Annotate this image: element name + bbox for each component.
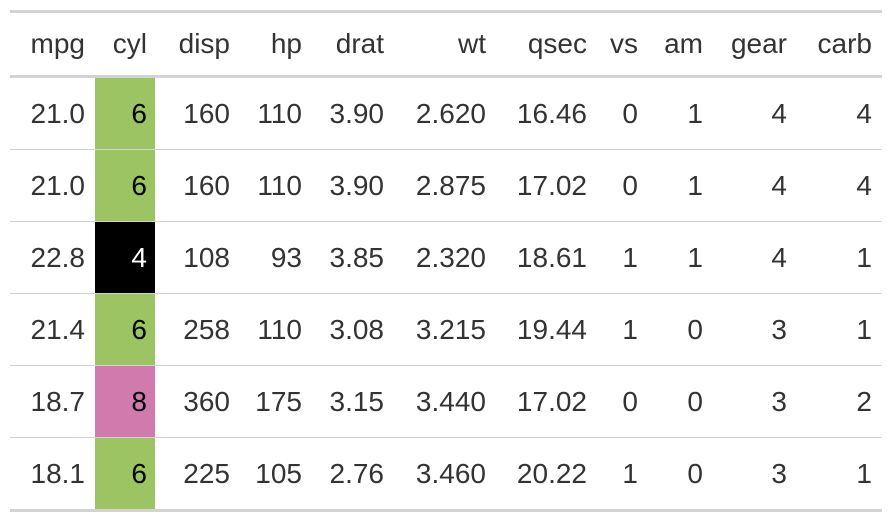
table-cell: 4 — [95, 221, 155, 294]
table-cell: 1 — [597, 221, 648, 294]
table-body: 21.0 6 160 110 3.90 2.620 16.46 0 1 4 4 21.0 6 160 110… — [10, 76, 882, 511]
table-cell: 258 — [155, 293, 240, 366]
table-cell: 2.875 — [394, 149, 496, 222]
table-cell: 6 — [95, 437, 155, 511]
table-cell: 3.15 — [312, 365, 394, 438]
table-cell: 2.620 — [415, 97, 486, 129]
table-cell: 2 — [797, 365, 882, 438]
table-cell: 4 — [771, 97, 787, 129]
table-cell: 175 — [240, 365, 312, 438]
table-row: 22.8 4 108 93 3.85 2.320 18.61 1 1 4 1 — [10, 221, 882, 294]
table-cell: 3 — [713, 437, 797, 511]
table-cell: 0 — [648, 437, 713, 511]
column-header: hp — [240, 11, 312, 78]
table-cell: 93 — [240, 221, 312, 294]
table-row: 18.1 6 225 105 2.76 3.460 20.22 1 0 3 1 — [10, 437, 882, 511]
column-header: wt — [394, 11, 496, 78]
table-cell: 0 — [597, 365, 648, 438]
column-header: gear — [713, 11, 797, 78]
table-cell: 18.7 — [10, 365, 95, 438]
table-cell: 22.8 — [10, 221, 95, 294]
table-cell: 110 — [257, 97, 302, 129]
table-cell: 2.320 — [394, 221, 496, 294]
table-cell: 0 — [648, 293, 713, 366]
table-cell: 108 — [155, 221, 240, 294]
table-cell: 0 — [597, 149, 648, 222]
table-cell: 1 — [797, 221, 882, 294]
table-cell: 18.61 — [496, 221, 597, 294]
table-cell: 3 — [713, 365, 797, 438]
table-cell: 3.08 — [312, 293, 394, 366]
table-row: 18.7 8 360 175 3.15 3.440 17.02 0 0 3 2 — [10, 365, 882, 438]
data-table: mpg cyl disp hp drat wt qsec vs am gear carb 21.0 6… — [10, 10, 882, 512]
table-cell: 160 — [155, 149, 240, 222]
table-cell: 2.76 — [312, 437, 394, 511]
table-cell: 8 — [95, 365, 155, 438]
table-cell: 16.46 — [516, 97, 587, 129]
table-row: 21.0 6 160 110 3.90 2.620 16.46 0 1 4 4 — [10, 76, 882, 150]
column-header: disp — [155, 11, 240, 78]
table-cell: 4 — [797, 149, 882, 222]
table-cell: 1 — [648, 221, 713, 294]
table-cell: 19.44 — [496, 293, 597, 366]
table-cell: 3.440 — [394, 365, 496, 438]
table-cell: 17.02 — [496, 365, 597, 438]
table-cell: 4 — [713, 149, 797, 222]
table-cell: 3.460 — [394, 437, 496, 511]
table-cell: 21.0 — [10, 149, 95, 222]
header-row: mpg cyl disp hp drat wt qsec vs am gear carb — [10, 11, 882, 78]
table-cell: 0 — [648, 365, 713, 438]
table-cell: 1 — [797, 293, 882, 366]
table-cell: 21.4 — [10, 293, 95, 366]
column-header: qsec — [496, 11, 597, 78]
table-cell: 3.90 — [329, 97, 385, 129]
table-cell: 1 — [687, 97, 703, 129]
table-cell: 21.0 — [30, 97, 86, 129]
column-header: vs — [597, 11, 648, 78]
table-cell: 6 — [95, 76, 155, 150]
table-cell: 6 — [95, 293, 155, 366]
table-cell: 4 — [713, 221, 797, 294]
table-cell: 18.1 — [10, 437, 95, 511]
table-cell: 0 — [622, 97, 638, 129]
table-cell: 360 — [155, 365, 240, 438]
table-cell: 105 — [240, 437, 312, 511]
table-cell: 4 — [856, 97, 872, 129]
table-cell: 3 — [713, 293, 797, 366]
table-row: 21.0 6 160 110 3.90 2.875 17.02 0 1 4 4 — [10, 149, 882, 222]
table-cell: 110 — [240, 293, 312, 366]
column-header: carb — [797, 11, 882, 78]
table-row: 21.4 6 258 110 3.08 3.215 19.44 1 0 3 1 — [10, 293, 882, 366]
table-cell: 3.85 — [312, 221, 394, 294]
table-cell: 1 — [648, 149, 713, 222]
column-header: mpg — [10, 11, 95, 78]
table-cell: 1 — [597, 293, 648, 366]
table-cell: 17.02 — [496, 149, 597, 222]
column-header: cyl — [95, 11, 155, 78]
table-cell: 225 — [155, 437, 240, 511]
column-header: drat — [312, 11, 394, 78]
table-cell: 1 — [797, 437, 882, 511]
table-cell: 110 — [240, 149, 312, 222]
column-header: am — [648, 11, 713, 78]
table-cell: 3.90 — [312, 149, 394, 222]
table-cell: 160 — [183, 97, 230, 129]
table-cell: 6 — [95, 149, 155, 222]
table-cell: 20.22 — [496, 437, 597, 511]
table-cell: 1 — [597, 437, 648, 511]
table-cell: 3.215 — [394, 293, 496, 366]
